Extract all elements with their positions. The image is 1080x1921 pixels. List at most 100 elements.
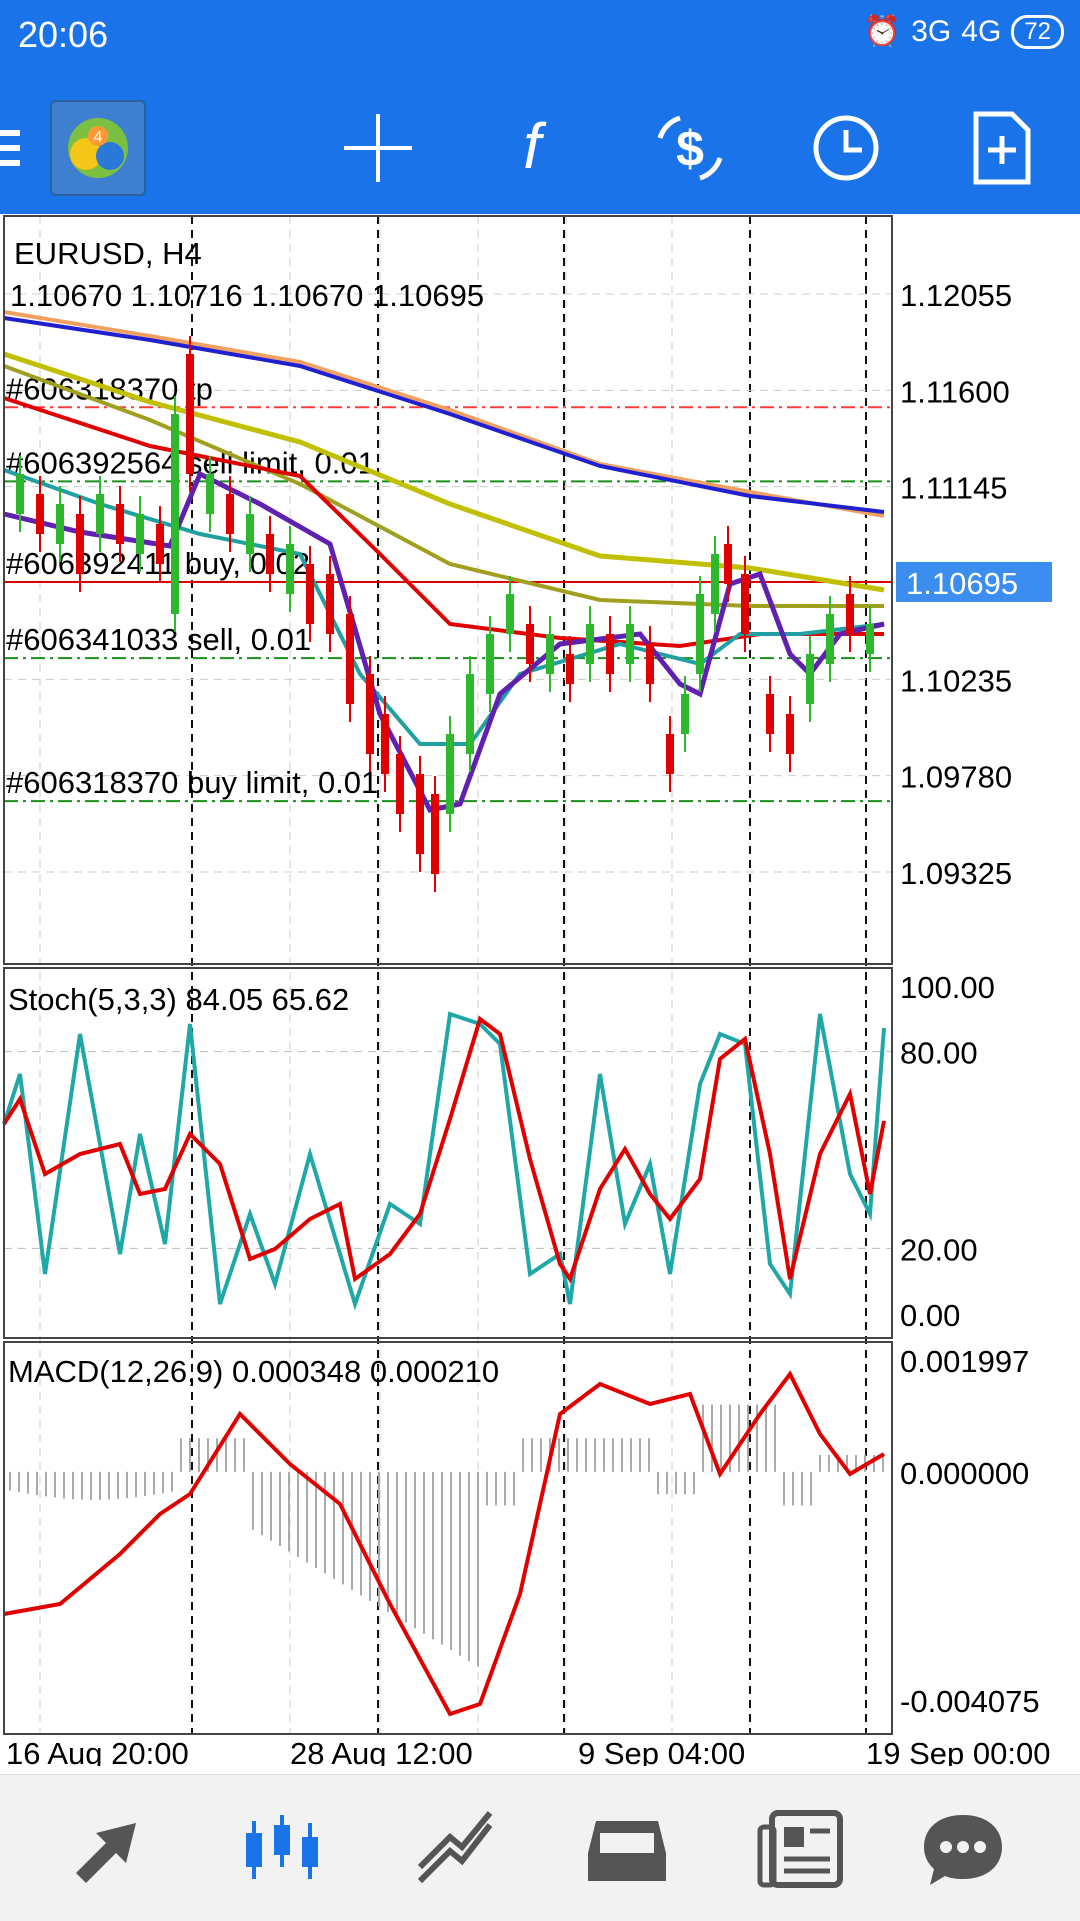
news-icon[interactable] <box>756 1803 846 1893</box>
stoch-pane-frame <box>3 967 893 1339</box>
candle-body <box>741 574 749 634</box>
svg-text:$: $ <box>676 121 704 177</box>
stoch-axis-label: 0.00 <box>900 1298 960 1333</box>
stochastic-pane <box>2 1011 892 1311</box>
price-axis-label: 1.10235 <box>900 663 1012 698</box>
app-logo[interactable]: 4 <box>50 100 146 196</box>
stoch-axis-label: 100.00 <box>900 970 995 1005</box>
status-time: 20:06 <box>18 14 109 55</box>
candle-body <box>416 774 424 854</box>
price-axis-label: 1.11600 <box>900 374 1010 409</box>
macd-signal-line <box>3 1370 886 1717</box>
candle-body <box>306 564 314 624</box>
current-price-box <box>896 561 1052 602</box>
ohlc-label: 1.10670 1.10716 1.10670 1.10695 <box>10 278 484 313</box>
candle-body <box>346 614 354 704</box>
candle-body <box>76 514 84 574</box>
status-bar: 20:06 ⏰ 3G 4G 72 <box>0 0 1080 74</box>
time-axis-label: 16 Aug 20:00 <box>6 1736 189 1766</box>
signal-3g-label: 3G <box>911 14 952 48</box>
candle-body <box>266 534 274 574</box>
function-icon[interactable]: f <box>492 108 572 188</box>
macd-axis-label: -0.004075 <box>900 1684 1040 1719</box>
chat-icon[interactable] <box>918 1803 1008 1893</box>
menu-icon[interactable] <box>0 108 30 188</box>
candle-body <box>626 624 634 664</box>
stoch-signal-line <box>2 1015 886 1284</box>
clock-icon[interactable] <box>806 108 886 188</box>
candle-body <box>586 624 594 664</box>
battery-level: 72 <box>1011 14 1064 49</box>
time-axis-label: 28 Aug 12:00 <box>290 1736 473 1766</box>
chart-icon[interactable] <box>236 1803 326 1893</box>
trade-icon[interactable] <box>66 1803 156 1893</box>
price-axis-label: 1.11145 <box>900 471 1007 506</box>
candle-body <box>681 694 689 734</box>
candle-body <box>446 734 454 814</box>
alarm-icon: ⏰ <box>863 15 902 48</box>
ma-blue <box>3 316 885 514</box>
candle-body <box>646 644 654 684</box>
new-order-icon[interactable]: $ <box>650 108 730 188</box>
candle-body <box>186 354 194 474</box>
ma-yellow <box>3 351 885 593</box>
candle-body <box>711 554 719 614</box>
candle-body <box>136 514 144 554</box>
candle-body <box>56 504 64 544</box>
inbox-icon[interactable] <box>582 1803 672 1893</box>
candle-body <box>506 594 514 634</box>
candle-body <box>526 624 534 664</box>
macd-axis-label: 0.001997 <box>900 1344 1029 1379</box>
candle-body <box>226 494 234 534</box>
price-pane-frame <box>3 215 893 965</box>
add-document-icon[interactable] <box>962 108 1042 188</box>
ma-orange <box>3 310 885 518</box>
candle-body <box>724 544 732 584</box>
candle-body <box>866 624 874 654</box>
candle-body <box>486 634 494 694</box>
macd-pane <box>3 1370 886 1717</box>
ma-olive <box>3 364 884 608</box>
candle-body <box>286 544 294 594</box>
symbol-label: EURUSD, H4 <box>14 236 202 271</box>
time-axis-label: 19 Sep 00:00 <box>866 1736 1050 1766</box>
price-axis-label: 1.09780 <box>900 760 1012 795</box>
metatrader-logo-icon: 4 <box>68 118 128 178</box>
svg-text:f: f <box>523 110 547 182</box>
current-price-label: 1.10695 <box>906 566 1018 601</box>
stoch-label: Stoch(5,3,3) 84.05 65.62 <box>8 982 349 1017</box>
candle-body <box>666 734 674 774</box>
bottom-navigation <box>0 1774 1080 1921</box>
axes: 1.12055 1.11600 1.11145 1.10235 1.09780 1.093… <box>3 215 1052 1771</box>
macd-pane-frame <box>3 1341 893 1735</box>
candle-body <box>396 754 404 814</box>
macd-axis-label: 0.000000 <box>900 1456 1029 1491</box>
svg-text:4: 4 <box>94 129 103 146</box>
chart-area[interactable]: #606318370 tp #606392564 sell limit, 0.01… <box>0 214 1080 1771</box>
candle-body <box>246 514 254 554</box>
candle-body <box>546 634 554 674</box>
candle-body <box>156 524 164 564</box>
history-icon[interactable] <box>410 1803 500 1893</box>
candle-body <box>116 504 124 544</box>
crosshair-icon[interactable] <box>338 108 418 188</box>
candle-body <box>696 594 704 674</box>
price-axis-label: 1.12055 <box>900 278 1012 313</box>
macd-label: MACD(12,26,9) 0.000348 0.000210 <box>8 1354 499 1389</box>
stoch-main-line <box>2 1011 886 1311</box>
candle-body <box>846 594 854 634</box>
candle-body <box>381 714 389 774</box>
chart-canvas[interactable]: #606318370 tp#606392564 sell limit, 0.01… <box>0 214 1080 1771</box>
price-pane: #606318370 tp#606392564 sell limit, 0.01… <box>3 310 892 892</box>
candle-body <box>326 574 334 634</box>
status-icons: ⏰ 3G 4G 72 <box>864 14 1064 49</box>
candle-body <box>431 794 439 874</box>
candle-body <box>786 714 794 754</box>
candle-body <box>806 654 814 704</box>
order-label: #606341033 sell, 0.01 <box>6 622 311 657</box>
candle-body <box>766 694 774 734</box>
time-axis-label: 9 Sep 04:00 <box>578 1736 745 1766</box>
signal-4g-label: 4G <box>961 14 1002 48</box>
stoch-axis-label: 80.00 <box>900 1036 978 1071</box>
candle-body <box>206 474 214 514</box>
